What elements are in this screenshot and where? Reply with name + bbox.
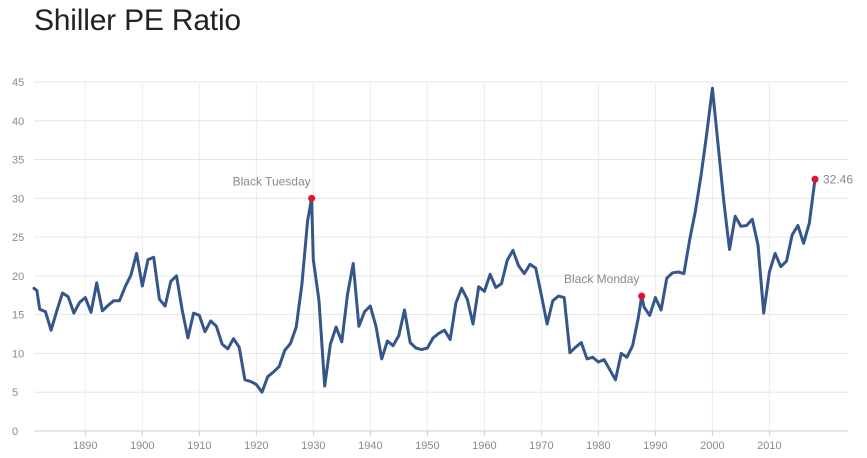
last-value-marker bbox=[811, 175, 819, 183]
x-tick-label-2010: 2010 bbox=[757, 440, 781, 452]
x-tick-label-1930: 1930 bbox=[301, 440, 325, 452]
annotation-marker-0 bbox=[308, 194, 316, 202]
y-tick-label-40: 40 bbox=[12, 116, 24, 128]
y-tick-label-20: 20 bbox=[12, 271, 24, 283]
x-tick-label-1890: 1890 bbox=[73, 440, 97, 452]
x-tick-label-1920: 1920 bbox=[244, 440, 268, 452]
annotations: Black Tuesday Black Monday 32.46 bbox=[233, 172, 853, 300]
y-tick-label-15: 15 bbox=[12, 310, 24, 322]
y-tick-label-5: 5 bbox=[12, 387, 18, 399]
annotation-label-0: Black Tuesday bbox=[233, 174, 311, 188]
x-axis-ticks: 1890 1900 1910 1920 1930 1940 1950 1960 1970 1980… bbox=[73, 440, 782, 452]
x-tick-label-1910: 1910 bbox=[187, 440, 211, 452]
grid-lines bbox=[34, 81, 848, 436]
y-tick-label-25: 25 bbox=[12, 232, 24, 244]
x-tick-label-1900: 1900 bbox=[130, 440, 154, 452]
x-tick-label-2000: 2000 bbox=[700, 440, 724, 452]
annotation-marker-1 bbox=[638, 292, 646, 300]
x-tick-label-1960: 1960 bbox=[472, 440, 496, 452]
last-value-label: 32.46 bbox=[823, 172, 853, 186]
chart-title: Shiller PE Ratio bbox=[34, 4, 241, 37]
y-tick-label-30: 30 bbox=[12, 193, 24, 205]
x-tick-label-1940: 1940 bbox=[358, 440, 382, 452]
x-tick-label-1980: 1980 bbox=[586, 440, 610, 452]
y-tick-label-0: 0 bbox=[12, 426, 18, 438]
x-tick-label-1970: 1970 bbox=[529, 440, 553, 452]
annotation-label-1: Black Monday bbox=[564, 272, 639, 286]
y-tick-label-35: 35 bbox=[12, 155, 24, 167]
y-tick-label-10: 10 bbox=[12, 348, 24, 360]
series-line-shiller-pe bbox=[32, 86, 817, 394]
y-tick-label-45: 45 bbox=[12, 77, 24, 89]
x-tick-label-1950: 1950 bbox=[415, 440, 439, 452]
y-axis-ticks: 0 5 10 15 20 25 30 35 40 45 bbox=[12, 77, 24, 438]
x-tick-label-1990: 1990 bbox=[643, 440, 667, 452]
